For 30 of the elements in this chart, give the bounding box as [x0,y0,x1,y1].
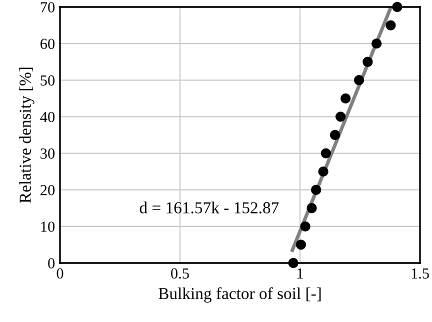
y-tick-label: 60 [40,38,55,50]
point [318,166,328,177]
x-axis-title: Bulking factor of soil [-] [158,287,321,303]
point [330,130,340,140]
y-tick-label: 20 [40,185,55,196]
point [340,93,351,104]
y-tick-label: 0 [48,258,55,268]
point [300,221,310,232]
y-tick-label: 10 [41,222,55,232]
point [354,75,364,86]
point [296,240,306,250]
point [362,56,373,67]
point [386,20,396,30]
x-tick-label: 1.5 [412,268,429,279]
annotation: d = 161.57k - 152.87 [140,202,279,214]
point [306,203,317,214]
point [335,112,346,122]
point [392,2,402,12]
y-tick-label: 50 [40,75,55,86]
x-tick-label: 0 [56,268,64,279]
point [310,184,322,195]
y-tick-label: 70 [40,2,55,12]
point [371,38,382,49]
x-tick-label: 0.5 [171,268,189,279]
y-tick-label: 40 [40,112,55,122]
point [288,258,298,268]
point [320,148,332,158]
x-tick-label: 1 [298,268,303,278]
y-axis-title: Relative density [%] [19,68,34,204]
y-tick-label: 30 [40,148,55,159]
